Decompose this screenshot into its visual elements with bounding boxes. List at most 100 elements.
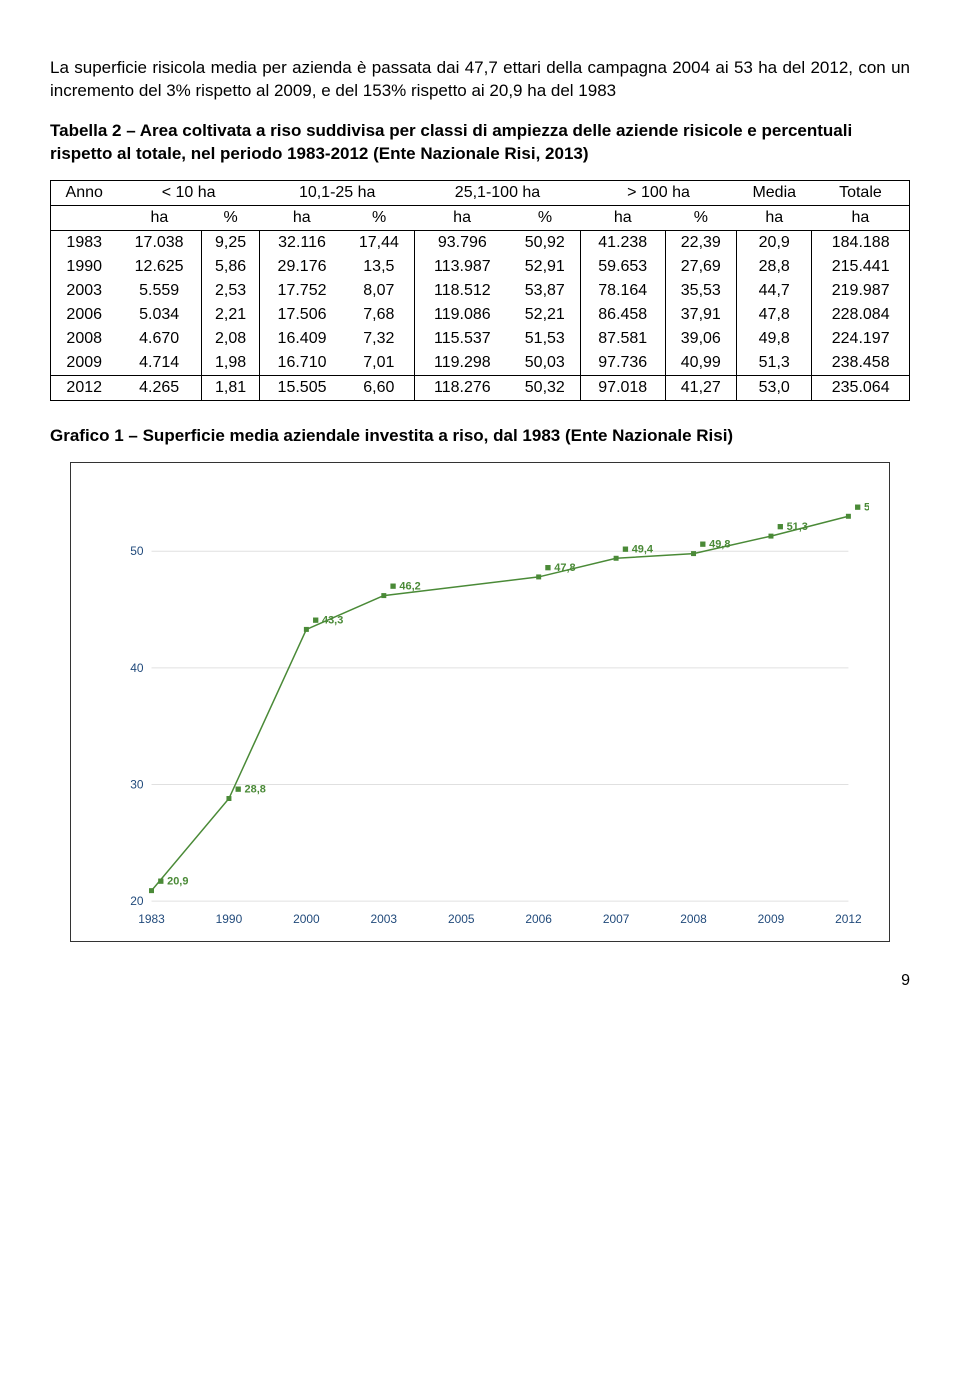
table-cell: 5.034 [117,303,201,327]
table-cell: 59.653 [580,255,665,279]
table-cell: 8,07 [344,279,415,303]
table-cell: 235.064 [812,375,910,400]
table-cell: 118.276 [415,375,510,400]
table-cell: 7,32 [344,327,415,351]
svg-text:■ 43,3: ■ 43,3 [312,614,343,626]
table-cell: 17.752 [260,279,344,303]
table-cell: 17.506 [260,303,344,327]
table-cell: 7,01 [344,351,415,376]
table-cell: 1,81 [201,375,260,400]
table-cell: 119.298 [415,351,510,376]
th-media: Media [737,180,812,205]
table-cell: 78.164 [580,279,665,303]
svg-text:1983: 1983 [138,912,165,926]
svg-text:■ 28,8: ■ 28,8 [235,783,266,795]
svg-text:■ 51,3: ■ 51,3 [777,521,808,533]
table-cell: 119.086 [415,303,510,327]
table-cell: 115.537 [415,327,510,351]
table-cell: 41.238 [580,230,665,255]
line-chart: 2030405019831990200020032005200620072008… [111,483,869,931]
svg-text:■ 49,4: ■ 49,4 [622,543,654,555]
table-cell: 6,60 [344,375,415,400]
table-cell: 51,53 [510,327,581,351]
chart-container: 2030405019831990200020032005200620072008… [70,462,890,942]
svg-text:2000: 2000 [293,912,320,926]
table-cell: 22,39 [665,230,737,255]
svg-text:50: 50 [130,544,144,558]
table-cell: 41,27 [665,375,737,400]
table-cell: 44,7 [737,279,812,303]
table-row: 20084.6702,0816.4097,32115.53751,5387.58… [51,327,910,351]
table-row: 199012.6255,8629.17613,5113.98752,9159.6… [51,255,910,279]
svg-text:2007: 2007 [603,912,630,926]
subhead-cell: % [201,205,260,230]
svg-text:2012: 2012 [835,912,862,926]
table-cell: 228.084 [812,303,910,327]
table-row: 20065.0342,2117.5067,68119.08652,2186.45… [51,303,910,327]
table-cell: 53,0 [737,375,812,400]
table-cell: 113.987 [415,255,510,279]
th-gt100: > 100 ha [580,180,736,205]
table-cell: 12.625 [117,255,201,279]
table-subhead-row: ha%ha%ha%ha%haha [51,205,910,230]
table-cell: 184.188 [812,230,910,255]
table-cell: 37,91 [665,303,737,327]
table-cell: 118.512 [415,279,510,303]
subhead-cell: ha [117,205,201,230]
table-cell: 1983 [51,230,118,255]
table-cell: 47,8 [737,303,812,327]
table-body: 198317.0389,2532.11617,4493.79650,9241.2… [51,230,910,400]
table-cell: 17.038 [117,230,201,255]
table-cell: 39,06 [665,327,737,351]
table-cell: 97.736 [580,351,665,376]
svg-text:40: 40 [130,661,144,675]
th-lt10: < 10 ha [117,180,259,205]
table-cell: 13,5 [344,255,415,279]
table-row: 20035.5592,5317.7528,07118.51253,8778.16… [51,279,910,303]
svg-text:■ 46,2: ■ 46,2 [390,580,421,592]
svg-text:2005: 2005 [448,912,475,926]
subhead-cell: ha [812,205,910,230]
table-cell: 7,68 [344,303,415,327]
table-cell: 28,8 [737,255,812,279]
chart-caption: Grafico 1 – Superficie media aziendale i… [50,425,910,448]
subhead-cell: ha [260,205,344,230]
table-cell: 15.505 [260,375,344,400]
th-10-25: 10,1-25 ha [260,180,415,205]
table-cell: 5,86 [201,255,260,279]
subhead-cell [51,205,118,230]
svg-text:■ 49,8: ■ 49,8 [700,538,731,550]
table-cell: 20,9 [737,230,812,255]
table-cell: 40,99 [665,351,737,376]
subhead-cell: % [665,205,737,230]
svg-text:2003: 2003 [371,912,398,926]
subhead-cell: % [344,205,415,230]
table-cell: 2009 [51,351,118,376]
table-cell: 2012 [51,375,118,400]
table-cell: 4.265 [117,375,201,400]
table-cell: 49,8 [737,327,812,351]
svg-text:20: 20 [130,894,144,908]
subhead-cell: ha [580,205,665,230]
svg-text:■ 20,9: ■ 20,9 [157,875,188,887]
subhead-cell: ha [415,205,510,230]
table-row: 20094.7141,9816.7107,01119.29850,0397.73… [51,351,910,376]
th-totale: Totale [812,180,910,205]
table-head-row: Anno < 10 ha 10,1-25 ha 25,1-100 ha > 10… [51,180,910,205]
intro-paragraph: La superficie risicola media per azienda… [50,57,910,103]
table-caption: Tabella 2 – Area coltivata a riso suddiv… [50,120,910,166]
table-row: 20124.2651,8115.5056,60118.27650,3297.01… [51,375,910,400]
svg-text:2006: 2006 [525,912,552,926]
svg-text:■ 53,0: ■ 53,0 [854,501,869,513]
svg-text:2009: 2009 [758,912,785,926]
table-cell: 2,21 [201,303,260,327]
svg-text:■ 47,8: ■ 47,8 [545,562,576,574]
table-cell: 52,21 [510,303,581,327]
table-cell: 2008 [51,327,118,351]
table-cell: 9,25 [201,230,260,255]
table-cell: 86.458 [580,303,665,327]
table-cell: 87.581 [580,327,665,351]
table-cell: 29.176 [260,255,344,279]
table-cell: 4.714 [117,351,201,376]
table-cell: 17,44 [344,230,415,255]
